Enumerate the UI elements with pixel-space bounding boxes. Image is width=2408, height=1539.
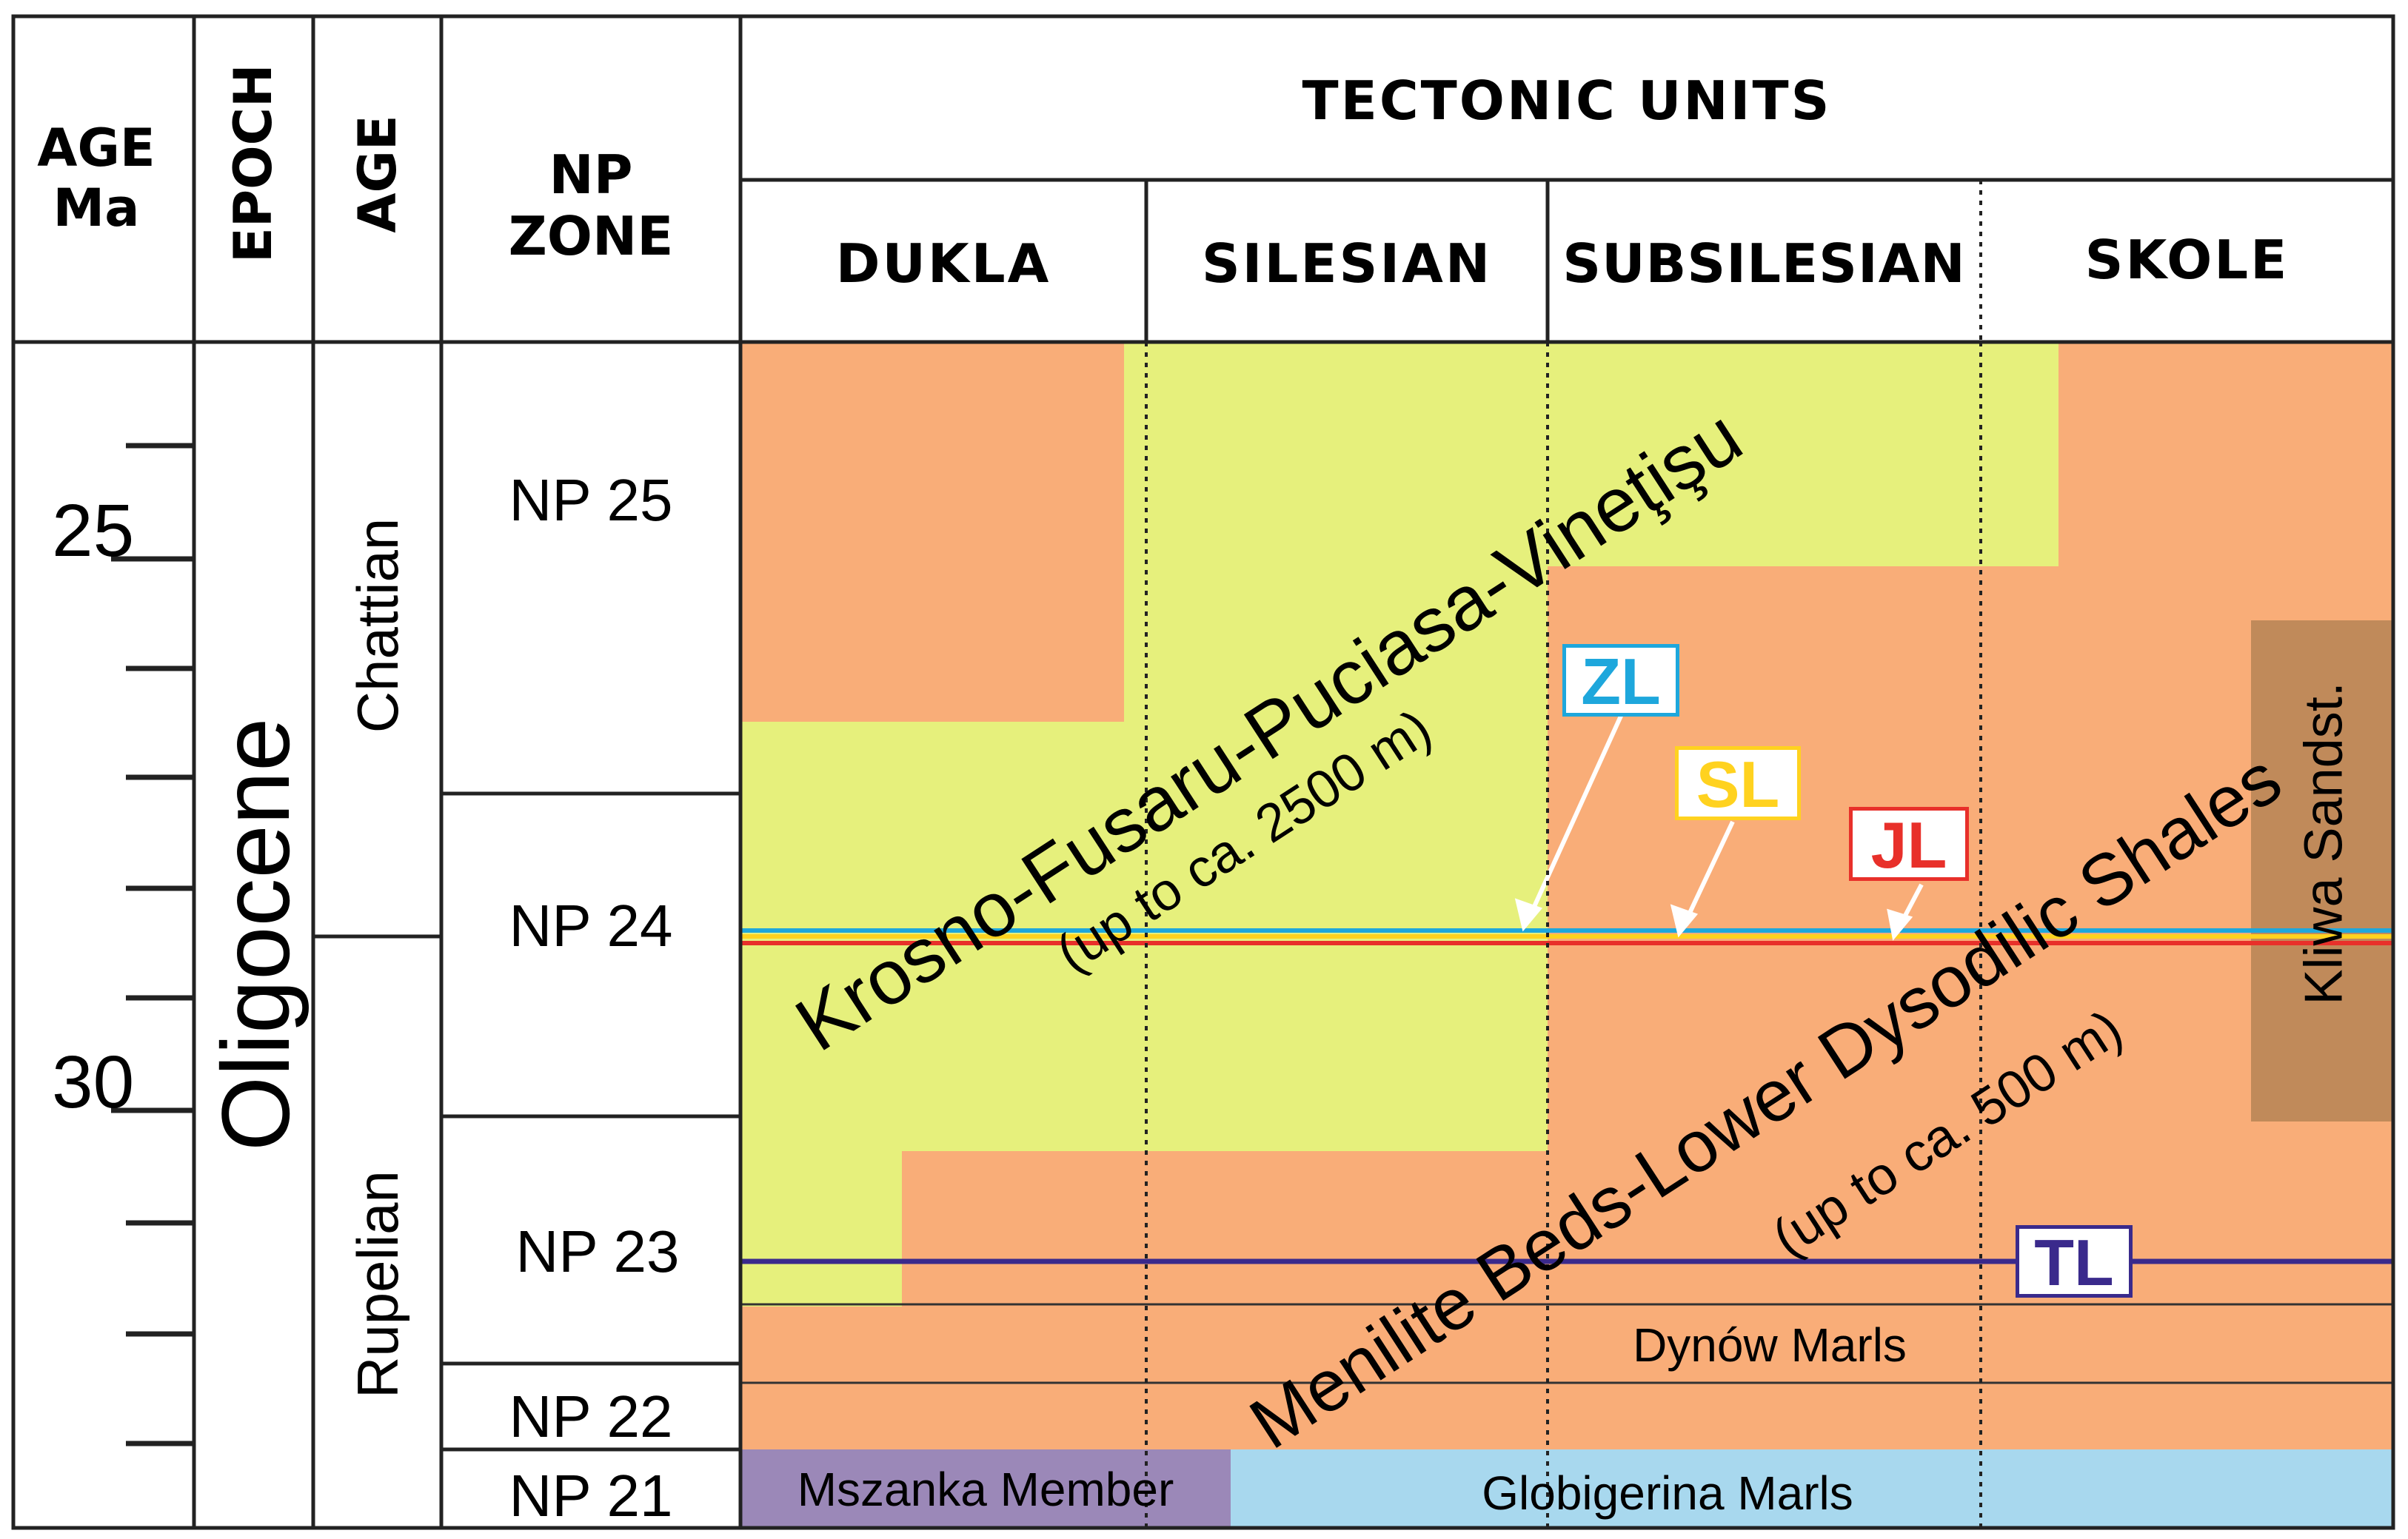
sl-arrowhead	[1670, 904, 1699, 938]
epoch-header: EPOCH	[223, 64, 284, 263]
np-zone-header-line1: NP	[549, 144, 633, 206]
age-ma-header-line1: AGE	[37, 118, 155, 178]
epoch-label: Oligocene	[201, 717, 310, 1151]
sl-horizon-label: SL	[1675, 746, 1801, 820]
krosno-fill-upper	[740, 342, 2058, 1151]
jl-arrowhead	[1887, 908, 1913, 941]
age-ma-header: AGE Ma	[22, 118, 170, 238]
tl-horizon-label: TL	[2016, 1225, 2133, 1298]
age-header: AGE	[347, 115, 408, 233]
age-tick-label-25: 25	[52, 489, 135, 572]
unit-header-skole: SKOLE	[2084, 229, 2290, 291]
krosno-fill-lower	[740, 1151, 902, 1307]
np-zone-header: NP ZONE	[444, 144, 738, 267]
globigerina-label: Globigerina Marls	[1482, 1466, 1853, 1520]
table-frame	[11, 14, 2395, 1530]
np-zone-23: NP 23	[515, 1218, 680, 1284]
age-ma-header-line2: Ma	[53, 177, 140, 238]
unit-header-silesian: SILESIAN	[1201, 232, 1493, 295]
sl-arrow	[1682, 820, 1735, 925]
stage-rupelian: Rupelian	[345, 1170, 410, 1398]
zl-arrow	[1527, 713, 1624, 919]
age-tick-label-30: 30	[52, 1041, 135, 1124]
stage-chattian: Chattian	[345, 517, 410, 734]
np-zone-21: NP 21	[509, 1463, 673, 1529]
mszanka-fill	[740, 1449, 1231, 1528]
unit-header-dukla: DUKLA	[835, 232, 1051, 295]
np-zone-22: NP 22	[509, 1384, 673, 1449]
kliwa-label: Kliwa Sandst.	[2294, 682, 2354, 1005]
unit-header-subsilesian: SUBSILESIAN	[1562, 232, 1966, 295]
kliwa-fill	[2251, 620, 2393, 1121]
jl-horizon-label: JL	[1849, 807, 1969, 881]
mszanka-label: Mszanka Member	[797, 1463, 1174, 1516]
np-zone-25: NP 25	[509, 467, 673, 533]
tectonic-units-header: TECTONIC UNITS	[1302, 70, 1832, 132]
globigerina-fill	[1231, 1449, 2393, 1528]
dynow-label: Dynów Marls	[1633, 1318, 1907, 1372]
zl-horizon-label: ZL	[1562, 644, 1679, 717]
np-zone-24: NP 24	[509, 893, 673, 959]
np-zone-header-line2: ZONE	[508, 204, 674, 267]
zl-arrowhead	[1514, 898, 1543, 932]
